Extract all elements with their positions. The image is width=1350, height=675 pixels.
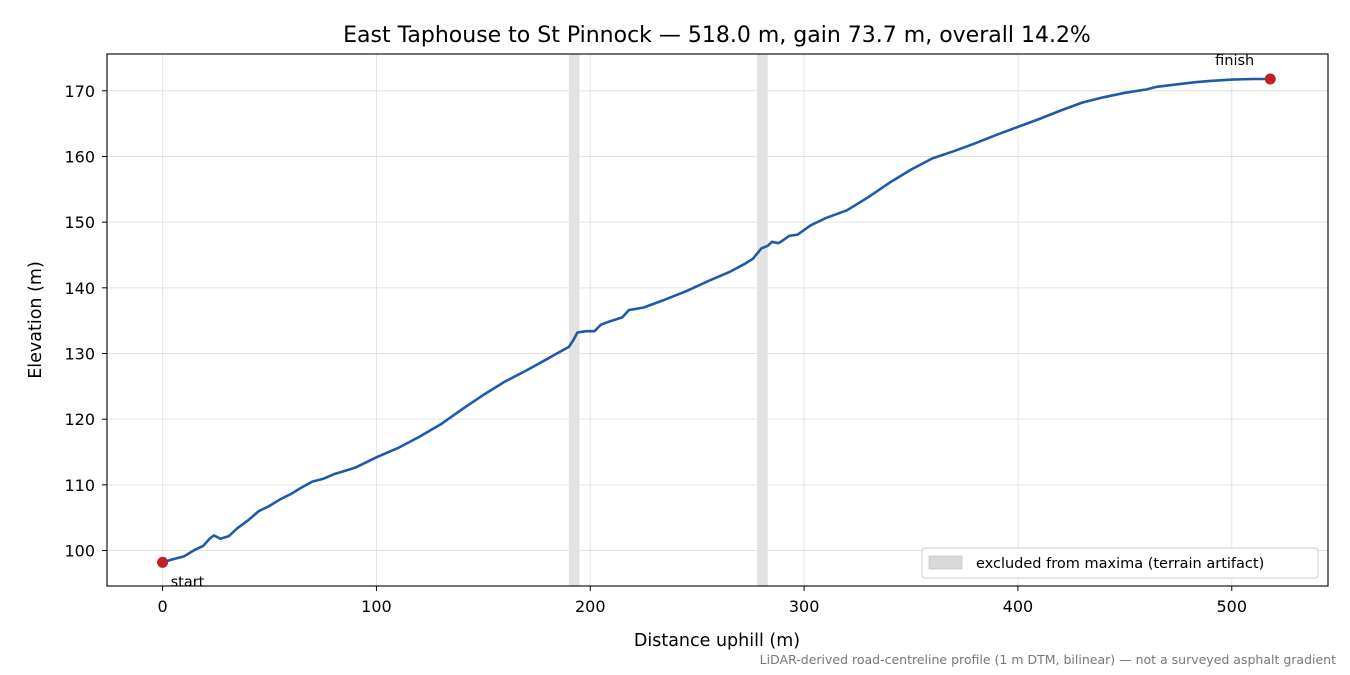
x-tick-label: 0	[158, 597, 168, 616]
legend-label: excluded from maxima (terrain artifact)	[976, 556, 1264, 572]
x-axis-label: Distance uphill (m)	[634, 631, 800, 651]
x-tick-label: 300	[789, 597, 820, 616]
start-marker	[157, 556, 169, 568]
excluded-band	[757, 54, 768, 586]
x-tick-label: 100	[361, 597, 392, 616]
y-tick-label: 160	[64, 147, 95, 166]
plot-frame	[106, 53, 1329, 587]
elevation-line	[161, 77, 1272, 564]
finish-label: finish	[1215, 53, 1254, 69]
y-axis-label: Elevation (m)	[26, 261, 46, 379]
y-tick-label: 130	[64, 344, 95, 363]
excluded-band	[568, 54, 580, 586]
footnote: LiDAR-derived road-centreline profile (1…	[760, 652, 1336, 667]
y-tick-label: 120	[64, 410, 95, 429]
excluded-bands	[568, 54, 768, 586]
finish-marker	[1264, 73, 1276, 85]
gridlines	[107, 54, 1328, 586]
start-label: start	[171, 574, 205, 590]
legend-swatch	[928, 555, 963, 570]
y-tick-label: 170	[64, 82, 95, 101]
x-axis-ticks: 0 100 200 300 400 500	[158, 586, 1248, 616]
x-tick-label: 500	[1217, 597, 1248, 616]
y-tick-label: 100	[64, 542, 95, 561]
x-tick-label: 400	[1003, 597, 1034, 616]
y-tick-label: 140	[64, 279, 95, 298]
legend: excluded from maxima (terrain artifact)	[921, 547, 1319, 579]
legend-box	[921, 547, 1319, 579]
x-tick-label: 200	[575, 597, 606, 616]
y-tick-label: 110	[64, 476, 95, 495]
plot-area	[107, 54, 1328, 586]
y-axis-ticks: 100 110 120 130 140 150 160 170	[64, 82, 107, 561]
chart-title: East Taphouse to St Pinnock — 518.0 m, g…	[343, 23, 1091, 48]
y-tick-label: 150	[64, 213, 95, 232]
series-layer	[161, 77, 1272, 564]
